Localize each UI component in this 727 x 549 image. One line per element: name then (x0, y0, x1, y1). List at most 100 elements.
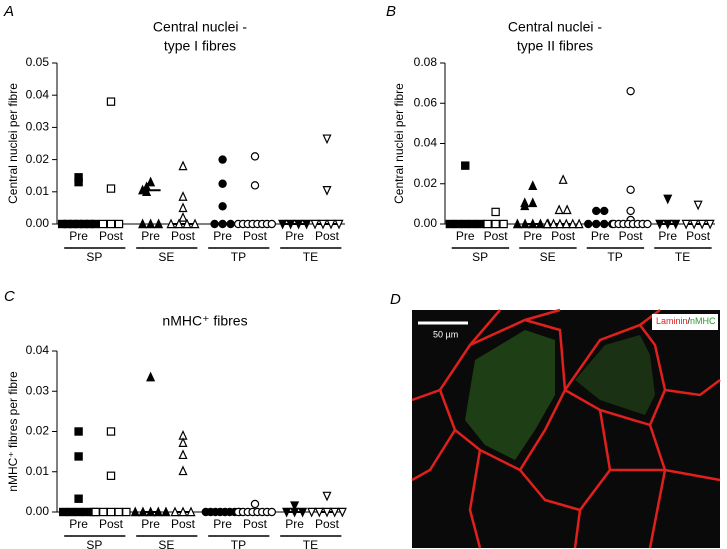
point (114, 219, 124, 229)
y-tick-label: 0.00 (414, 216, 438, 230)
point (267, 219, 276, 229)
y-tick-label: 0.01 (26, 184, 50, 198)
x-tick-label: Pre (69, 517, 88, 531)
point (663, 219, 673, 230)
x-tick-label: Post (686, 229, 711, 243)
point (626, 86, 635, 96)
point (226, 219, 235, 229)
point (66, 507, 76, 517)
point (178, 212, 188, 222)
point (290, 501, 300, 512)
point (59, 507, 68, 517)
micrograph (412, 310, 720, 548)
y-tick-label: 0.08 (414, 55, 438, 69)
point (90, 219, 100, 229)
y-tick-label: 0.03 (26, 120, 50, 134)
point (476, 219, 485, 229)
point (74, 494, 83, 503)
point (461, 219, 470, 229)
chart-title: type I fibres (164, 38, 236, 54)
y-tick-label: 0.02 (414, 176, 438, 190)
panel-label: C (4, 288, 15, 305)
point (282, 507, 292, 518)
group-label: SP (86, 250, 102, 264)
group-label: TP (231, 538, 246, 549)
x-tick-label: Post (243, 517, 268, 531)
group-label: TE (303, 538, 318, 549)
point (520, 200, 530, 211)
x-tick-label: Pre (141, 517, 160, 531)
x-tick-label: Pre (141, 229, 160, 243)
panel-label: B (386, 3, 396, 20)
microscopy-panel: 50 µm Laminin/nMHC (411, 308, 721, 549)
point (138, 184, 148, 195)
y-tick-label: 0.00 (26, 216, 50, 230)
point (600, 206, 609, 216)
point (122, 507, 131, 517)
y-axis-label: nMHC⁺ fibres per fibre (6, 371, 20, 492)
point (138, 506, 148, 517)
point (178, 191, 188, 201)
point (314, 507, 324, 518)
point (250, 181, 260, 190)
point (453, 219, 462, 229)
x-tick-label: Pre (591, 229, 610, 243)
chart-title: type II fibres (517, 38, 593, 54)
point (310, 219, 320, 230)
point (693, 200, 703, 211)
point (154, 218, 164, 229)
point (322, 491, 332, 502)
y-tick-label: 0.05 (26, 55, 50, 69)
point (130, 506, 140, 517)
point (542, 218, 552, 229)
legend-laminin: Laminin (656, 316, 688, 326)
point (218, 219, 227, 229)
point (555, 218, 565, 229)
point (138, 218, 148, 229)
point (483, 219, 492, 229)
point (461, 161, 470, 170)
point (178, 465, 188, 476)
point (218, 155, 227, 164)
point (294, 219, 304, 230)
x-tick-label: Post (551, 229, 576, 243)
point (74, 452, 83, 461)
x-tick-label: Pre (69, 229, 88, 243)
point (106, 507, 116, 517)
point (337, 507, 347, 518)
group-label: SP (472, 250, 488, 264)
point (278, 219, 288, 230)
point (600, 219, 609, 229)
point (166, 218, 176, 229)
point (161, 506, 171, 517)
point (330, 507, 340, 518)
panel-label: A (3, 3, 14, 20)
point (250, 499, 260, 509)
x-tick-label: Post (99, 517, 124, 531)
point (643, 219, 652, 229)
point (178, 437, 188, 447)
point (626, 185, 635, 194)
x-tick-label: Pre (213, 517, 232, 531)
y-tick-label: 0.06 (414, 95, 438, 109)
point (146, 506, 156, 517)
point (286, 219, 296, 230)
x-tick-label: Post (243, 229, 268, 243)
point (153, 506, 163, 517)
x-tick-label: Post (99, 229, 124, 243)
point (689, 219, 699, 230)
x-tick-label: Post (619, 229, 644, 243)
point (663, 194, 673, 205)
point (307, 507, 317, 518)
point (146, 371, 156, 382)
point (491, 219, 500, 229)
point (82, 507, 91, 517)
nmhc-signal (575, 335, 655, 415)
point (318, 219, 328, 230)
point (554, 204, 564, 215)
point (99, 507, 108, 517)
point (558, 174, 568, 184)
x-tick-label: Pre (456, 229, 475, 243)
point (250, 152, 260, 161)
